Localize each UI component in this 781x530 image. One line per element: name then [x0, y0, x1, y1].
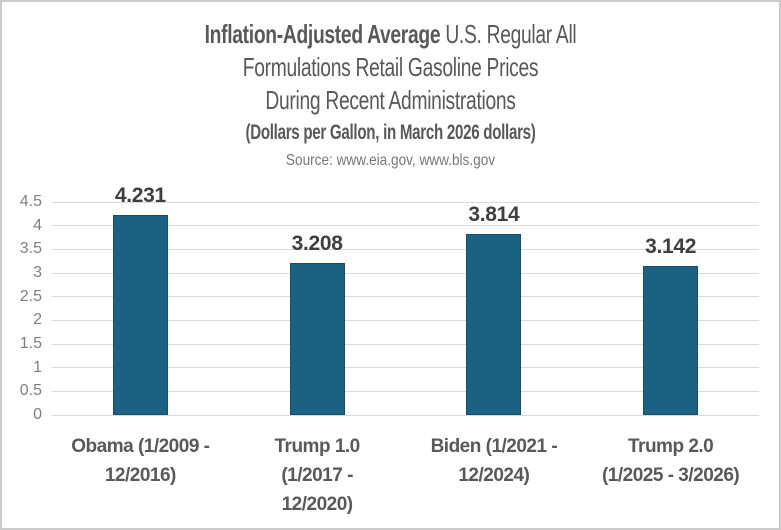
bar-value-label: 3.142 — [645, 235, 697, 258]
gridline — [52, 367, 759, 369]
bar-value-label: 3.208 — [291, 232, 343, 255]
chart-title-line-1: Inflation-Adjusted Average U.S. Regular … — [103, 18, 678, 51]
plot-area: 4.231 3.208 3.814 3.142 — [52, 185, 759, 416]
chart-source-note: Source: www.eia.gov, www.bls.gov — [285, 152, 496, 169]
gridline — [52, 319, 759, 321]
gridline — [52, 414, 759, 416]
y-tick-label: 2 — [33, 311, 42, 329]
category-label-line: Biden (1/2021 - — [430, 436, 558, 457]
category-label-line: (1/2025 - 3/2026) — [601, 465, 740, 486]
x-axis: Obama (1/2009 - 12/2016) Trump 1.0 (1/2017 … — [52, 432, 759, 522]
bar-2 — [289, 263, 345, 415]
gridline — [52, 390, 759, 392]
gridline — [52, 248, 759, 250]
y-tick-label: 1 — [33, 358, 42, 376]
gridline — [52, 343, 759, 345]
chart-title-line-3: During Recent Administrations — [265, 85, 516, 115]
gridline — [52, 201, 759, 203]
bar-value-label: 3.814 — [468, 203, 520, 226]
gridline — [52, 296, 759, 298]
bar-4 — [643, 266, 699, 415]
category-label-line: 12/2016) — [104, 465, 177, 486]
y-tick-label: 3.5 — [19, 240, 42, 258]
bar-3 — [466, 234, 522, 415]
y-axis: 4.5 4 3.5 3 2.5 2 1.5 1 0.5 0 — [2, 193, 42, 423]
chart-title-bold-part: Inflation-Adjusted Average — [204, 19, 441, 49]
category-label-line: (1/2017 - — [281, 465, 353, 486]
category-label-line: Trump 2.0 — [628, 436, 714, 457]
category-label-line: 12/2024) — [458, 465, 530, 486]
y-tick-label: 0.5 — [19, 382, 42, 400]
gridline — [52, 272, 759, 274]
bar-value-label: 4.231 — [114, 184, 166, 207]
y-tick-label: 4.5 — [19, 193, 42, 210]
category-label-line: Obama (1/2009 - — [71, 436, 210, 457]
category-label: Trump 1.0 (1/2017 - 12/2020) — [229, 432, 406, 519]
bar-1 — [112, 215, 168, 415]
y-tick-label: 1.5 — [19, 335, 42, 352]
chart-title-regular-part: U.S. Regular All — [440, 19, 577, 49]
chart-title-block: Inflation-Adjusted Average U.S. Regular … — [2, 18, 779, 173]
category-label-line: Trump 1.0 — [274, 436, 361, 457]
category-label: Obama (1/2009 - 12/2016) — [52, 432, 229, 490]
gridline — [52, 225, 759, 227]
category-label: Biden (1/2021 - 12/2024) — [406, 432, 583, 490]
y-tick-label: 2.5 — [19, 287, 42, 305]
chart-title-line-2: Formulations Retail Gasoline Prices — [242, 52, 539, 82]
y-tick-label: 4 — [33, 216, 42, 234]
category-label: Trump 2.0 (1/2025 - 3/2026) — [582, 432, 759, 490]
category-label-line: 12/2020) — [281, 494, 354, 515]
y-tick-label: 0 — [33, 406, 42, 423]
y-tick-label: 3 — [33, 264, 42, 281]
chart-subtitle: (Dollars per Gallon, in March 2026 dolla… — [245, 121, 536, 144]
